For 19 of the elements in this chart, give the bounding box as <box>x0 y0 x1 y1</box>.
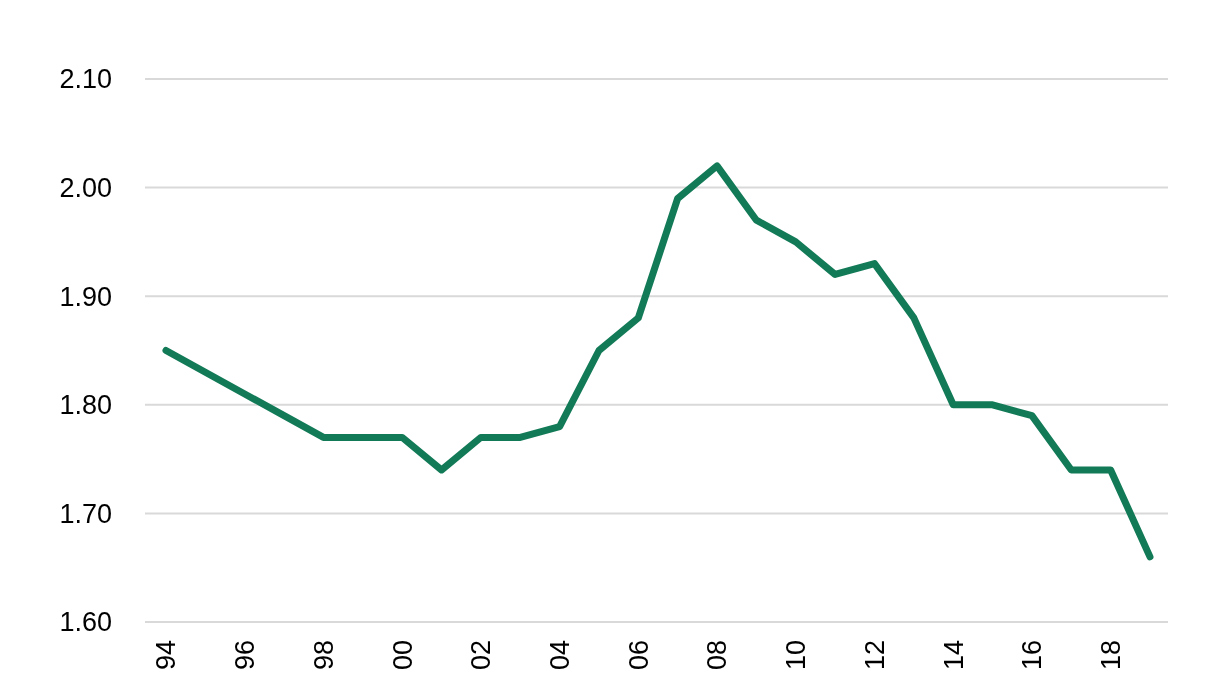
y-tick-label: 1.70 <box>59 498 112 529</box>
x-tick-label: 02 <box>466 640 497 671</box>
x-tick-label: 06 <box>623 640 654 671</box>
x-tick-label: 18 <box>1096 640 1127 671</box>
x-tick-label: 94 <box>151 640 182 671</box>
x-tick-label: 00 <box>387 640 418 671</box>
y-tick-label: 1.60 <box>59 607 112 638</box>
x-tick-label: 96 <box>230 640 261 671</box>
x-tick-label: 14 <box>938 640 969 671</box>
x-tick-label: 12 <box>859 640 890 671</box>
y-tick-label: 1.80 <box>59 390 112 421</box>
y-tick-label: 1.90 <box>59 281 112 312</box>
y-tick-label: 2.10 <box>59 64 112 95</box>
x-tick-label: 10 <box>781 640 812 671</box>
x-tick-label: 98 <box>308 640 339 671</box>
x-tick-label: 16 <box>1017 640 1048 671</box>
y-tick-label: 2.00 <box>59 173 112 204</box>
x-tick-label: 08 <box>702 640 733 671</box>
x-tick-label: 04 <box>545 640 576 671</box>
